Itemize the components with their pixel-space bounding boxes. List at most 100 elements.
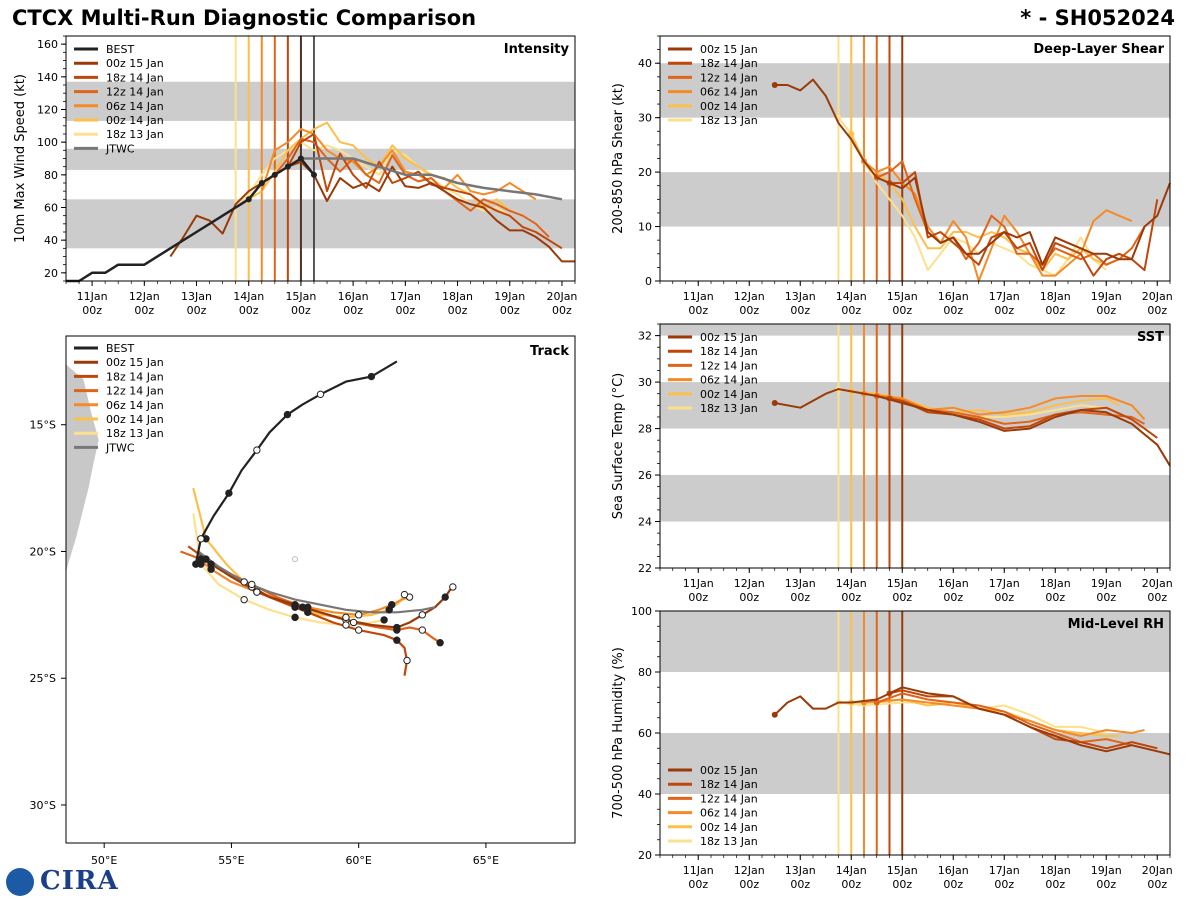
intensity-legend-label: 18z 14 Jan: [106, 71, 164, 84]
track-legend-label: 12z 14 Jan: [106, 385, 164, 398]
track-ytick-label: 25°S: [30, 672, 56, 685]
intensity-xtick-hour: 00z: [552, 304, 572, 317]
intensity-legend-label: 18z 13 Jan: [106, 128, 164, 141]
track-run-track-point: [304, 603, 312, 611]
intensity-best-point: [297, 155, 304, 162]
shear-xtick-hour: 00z: [1147, 304, 1167, 317]
intensity-legend-label: 12z 14 Jan: [106, 86, 164, 99]
intensity-ytick-label: 120: [37, 104, 58, 117]
track-land-madagascar: [65, 363, 100, 575]
rh-xtick-hour: 00z: [841, 878, 861, 891]
track-run-track-point: [354, 626, 363, 634]
shear-xtick-hour: 00z: [790, 304, 810, 317]
shear-xtick-hour: 00z: [739, 304, 759, 317]
sst-ytick-label: 24: [638, 516, 652, 529]
sst-xtick-day: 16Jan: [938, 577, 969, 590]
sst-xtick-day: 11Jan: [683, 577, 714, 590]
intensity-run-line: [169, 160, 575, 263]
track-run-track-point: [418, 626, 426, 634]
rh-xtick-hour: 00z: [790, 878, 810, 891]
intensity-band: [66, 81, 575, 121]
shear-xtick-hour: 00z: [943, 304, 963, 317]
track-ytick-label: 15°S: [30, 419, 56, 432]
rh-legend-label: 00z 15 Jan: [700, 764, 758, 777]
sst-band: [660, 324, 1170, 336]
intensity-xtick-day: 18Jan: [442, 290, 473, 303]
track-legend-label: 06z 14 Jan: [106, 399, 164, 412]
intensity-xtick-hour: 00z: [291, 304, 311, 317]
intensity-xtick-day: 12Jan: [129, 290, 160, 303]
track-run-track-point: [291, 613, 299, 622]
track-run-track-point: [403, 656, 411, 665]
intensity-ylabel: 10m Max Wind Speed (kt): [13, 74, 28, 243]
shear-run-line: [774, 78, 1171, 266]
shear-ytick-label: 0: [645, 275, 652, 288]
sst-xtick-hour: 00z: [739, 591, 759, 604]
sst-xtick-hour: 00z: [994, 591, 1014, 604]
shear-xtick-hour: 00z: [841, 304, 861, 317]
shear-ytick-label: 10: [638, 221, 652, 234]
track-ytick-label: 30°S: [30, 799, 56, 812]
rh-xtick-hour: 00z: [1045, 878, 1065, 891]
shear-legend-label: 18z 14 Jan: [700, 57, 758, 70]
shear-legend-label: 06z 14 Jan: [700, 86, 758, 99]
shear-legend-label: 00z 14 Jan: [700, 100, 758, 113]
track-ytick-label: 20°S: [30, 545, 56, 558]
rh-run-line: [876, 692, 1133, 747]
track-run-track-point: [393, 626, 401, 634]
track-best-track-point: [316, 390, 325, 399]
sst-run-line: [774, 388, 1171, 467]
shear-xtick-day: 12Jan: [734, 290, 765, 303]
intensity-xtick-day: 20Jan: [546, 290, 577, 303]
chart-title: CTCX Multi-Run Diagnostic Comparison: [12, 6, 477, 30]
intensity-xtick-day: 11Jan: [77, 290, 108, 303]
intensity-ytick-label: 160: [37, 38, 58, 51]
track-run-track-point: [291, 603, 299, 611]
track-run-track: [192, 487, 406, 619]
sst-xtick-day: 15Jan: [887, 577, 918, 590]
shear-run-line: [837, 117, 1107, 277]
shear-xtick-day: 14Jan: [836, 290, 867, 303]
shear-panel-title: Deep-Layer Shear: [1033, 42, 1164, 57]
sst-panel-title: SST: [1137, 330, 1164, 345]
shear-ytick-label: 30: [638, 112, 652, 125]
intensity-xtick-hour: 00z: [187, 304, 207, 317]
rh-run-init-point: [771, 711, 778, 718]
track-run-track: [180, 550, 441, 644]
intensity-ytick-label: 80: [44, 169, 58, 182]
shear-xtick-day: 13Jan: [785, 290, 816, 303]
intensity-ytick-label: 140: [37, 71, 58, 84]
shear-run-line: [850, 133, 1120, 272]
intensity-xtick-hour: 00z: [500, 304, 520, 317]
rh-ytick-label: 20: [638, 849, 652, 862]
track-xtick-label: 55°E: [218, 854, 244, 867]
track-xtick-label: 65°E: [473, 854, 499, 867]
track-best-track-point: [225, 489, 233, 497]
intensity-legend-label: 06z 14 Jan: [106, 100, 164, 113]
rh-ylabel: 700-500 hPa Humidity (%): [611, 647, 626, 819]
sst-ytick-label: 32: [638, 330, 652, 343]
rh-ytick-label: 100: [631, 605, 652, 618]
sst-ytick-label: 26: [638, 469, 652, 482]
track-run-track-point: [400, 590, 409, 599]
track-panel-title: Track: [530, 344, 569, 359]
track-legend-label: JTWC: [105, 441, 135, 454]
intensity-best-line: [66, 157, 315, 283]
rh-xtick-day: 14Jan: [836, 864, 867, 877]
track-best-track-point: [197, 535, 205, 543]
rh-xtick-day: 18Jan: [1040, 864, 1071, 877]
rh-xtick-hour: 00z: [943, 878, 963, 891]
track-run-track-point: [253, 588, 261, 596]
shear-run-init-point: [771, 82, 778, 88]
sst-xtick-day: 18Jan: [1040, 577, 1071, 590]
intensity-xtick-day: 19Jan: [494, 290, 525, 303]
track-legend-label: 18z 13 Jan: [106, 427, 164, 440]
rh-xtick-day: 13Jan: [785, 864, 816, 877]
sst-xtick-hour: 00z: [841, 591, 861, 604]
shear-run-line: [863, 160, 1133, 282]
sst-legend-label: 06z 14 Jan: [700, 374, 758, 387]
intensity-xtick-day: 14Jan: [233, 290, 264, 303]
intensity-run-line: [274, 137, 550, 238]
intensity-band: [66, 199, 575, 249]
track-run-track-point: [248, 580, 256, 589]
